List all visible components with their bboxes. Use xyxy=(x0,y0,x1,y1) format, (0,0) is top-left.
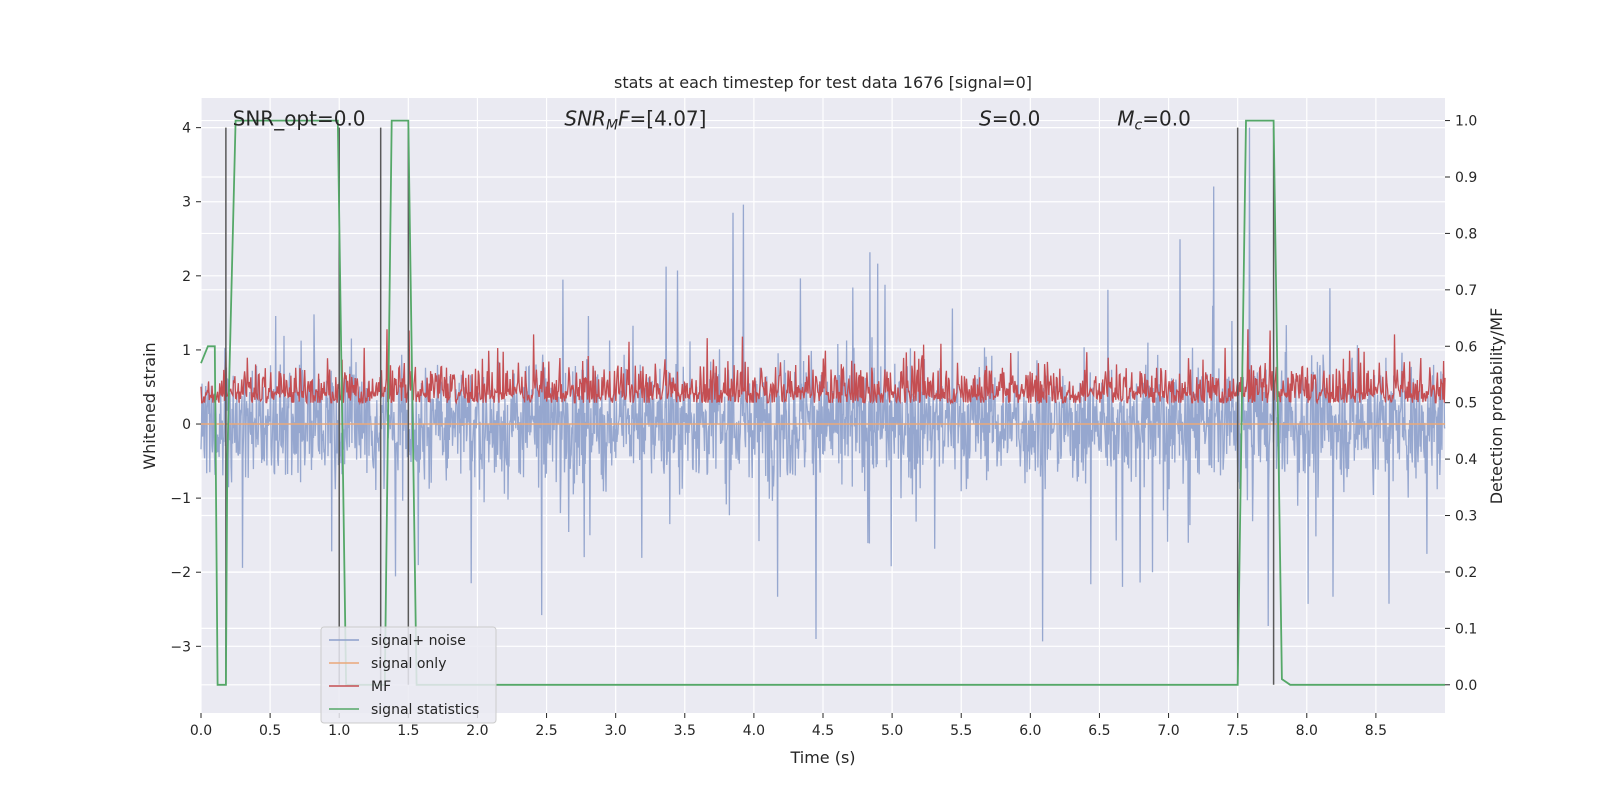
x-tick-label: 8.5 xyxy=(1365,723,1387,739)
y-tick-label: 0 xyxy=(182,417,191,433)
x-tick-label: 0.5 xyxy=(259,723,281,739)
chart-title: stats at each timestep for test data 167… xyxy=(614,73,1032,92)
y2-tick-label: 0.0 xyxy=(1455,678,1477,694)
x-tick-label: 1.5 xyxy=(397,723,419,739)
x-tick-label: 6.5 xyxy=(1088,723,1110,739)
legend: signal+ noise signal only MF signal stat… xyxy=(320,626,497,724)
x-axis-ticks: 0.0 0.5 1.0 1.5 2.0 2.5 3.0 3.5 4.0 4.5 5.0 5.5 6.0 6… xyxy=(190,713,1387,739)
annotation: SNRMF=[4.07] xyxy=(564,107,706,134)
x-tick-label: 5.0 xyxy=(881,723,903,739)
y2-axis-label: Detection probability/MF xyxy=(1487,308,1506,505)
x-tick-label: 7.5 xyxy=(1227,723,1249,739)
x-tick-label: 7.0 xyxy=(1157,723,1179,739)
x-tick-label: 6.0 xyxy=(1019,723,1041,739)
legend-label-mf: MF xyxy=(371,679,391,695)
x-axis-label: Time (s) xyxy=(789,748,855,767)
x-tick-label: 2.0 xyxy=(466,723,488,739)
y2-tick-label: 0.9 xyxy=(1455,170,1477,186)
x-tick-label: 3.0 xyxy=(605,723,627,739)
legend-label-signal-statistics: signal statistics xyxy=(371,702,479,718)
x-tick-label: 4.5 xyxy=(812,723,834,739)
annotation: SNR_opt=0.0 xyxy=(233,107,366,131)
annotation: S=0.0 xyxy=(979,107,1040,131)
y-tick-label: −3 xyxy=(170,639,191,655)
x-tick-label: 4.0 xyxy=(743,723,765,739)
x-tick-label: 3.5 xyxy=(674,723,696,739)
y2-axis-ticks: 0.0 0.1 0.2 0.3 0.4 0.5 0.6 0.7 0.8 0.9 1.0 xyxy=(1445,114,1477,694)
y2-tick-label: 0.4 xyxy=(1455,452,1477,468)
legend-label-signal-only: signal only xyxy=(371,656,446,672)
y-axis-ticks: −3 −2 −1 0 1 2 3 4 xyxy=(170,121,201,655)
y-tick-label: −1 xyxy=(170,491,191,507)
x-tick-label: 8.0 xyxy=(1296,723,1318,739)
x-tick-label: 1.0 xyxy=(328,723,350,739)
legend-box xyxy=(320,626,497,724)
y2-tick-label: 0.5 xyxy=(1455,396,1477,412)
y2-tick-label: 0.3 xyxy=(1455,509,1477,525)
y-tick-label: 4 xyxy=(182,121,191,137)
y2-tick-label: 0.1 xyxy=(1455,621,1477,637)
marker-lines xyxy=(225,127,1275,685)
y2-tick-label: 0.2 xyxy=(1455,565,1477,581)
y-tick-label: 2 xyxy=(182,269,191,285)
annotations: SNR_opt=0.0 SNRMF=[4.07] S=0.0 Mc=0.0 xyxy=(233,107,1191,134)
y-tick-label: −2 xyxy=(170,565,191,581)
x-tick-label: 2.5 xyxy=(535,723,557,739)
y-axis-label: Whitened strain xyxy=(140,342,159,469)
y-tick-label: 3 xyxy=(182,195,191,211)
x-tick-label: 5.5 xyxy=(950,723,972,739)
y-tick-label: 1 xyxy=(182,343,191,359)
annotation: Mc=0.0 xyxy=(1117,107,1191,134)
x-tick-label: 0.0 xyxy=(190,723,212,739)
y2-tick-label: 1.0 xyxy=(1455,114,1477,130)
legend-label-signal-noise: signal+ noise xyxy=(371,633,466,649)
y2-tick-label: 0.8 xyxy=(1455,226,1477,242)
y2-tick-label: 0.6 xyxy=(1455,339,1477,355)
y2-tick-label: 0.7 xyxy=(1455,283,1477,299)
